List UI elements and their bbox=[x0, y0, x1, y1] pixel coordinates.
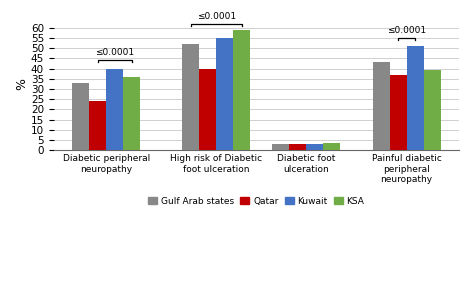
Text: ≤0.0001: ≤0.0001 bbox=[387, 26, 426, 35]
Bar bbox=[424, 70, 440, 150]
Bar bbox=[273, 144, 290, 150]
Bar bbox=[216, 38, 233, 150]
Bar bbox=[407, 46, 424, 150]
Bar bbox=[123, 77, 140, 150]
Bar bbox=[233, 30, 250, 150]
Text: ≤0.0001: ≤0.0001 bbox=[197, 12, 236, 21]
Bar bbox=[373, 62, 390, 150]
Bar bbox=[72, 83, 89, 150]
Y-axis label: %: % bbox=[15, 78, 28, 90]
Bar bbox=[199, 68, 216, 150]
Bar bbox=[106, 68, 123, 150]
Bar bbox=[290, 144, 306, 150]
Bar bbox=[323, 143, 340, 150]
Legend: Gulf Arab states, Qatar, Kuwait, KSA: Gulf Arab states, Qatar, Kuwait, KSA bbox=[145, 193, 368, 209]
Bar bbox=[89, 101, 106, 150]
Bar bbox=[182, 44, 199, 150]
Bar bbox=[390, 75, 407, 150]
Bar bbox=[306, 144, 323, 150]
Text: ≤0.0001: ≤0.0001 bbox=[95, 48, 134, 57]
